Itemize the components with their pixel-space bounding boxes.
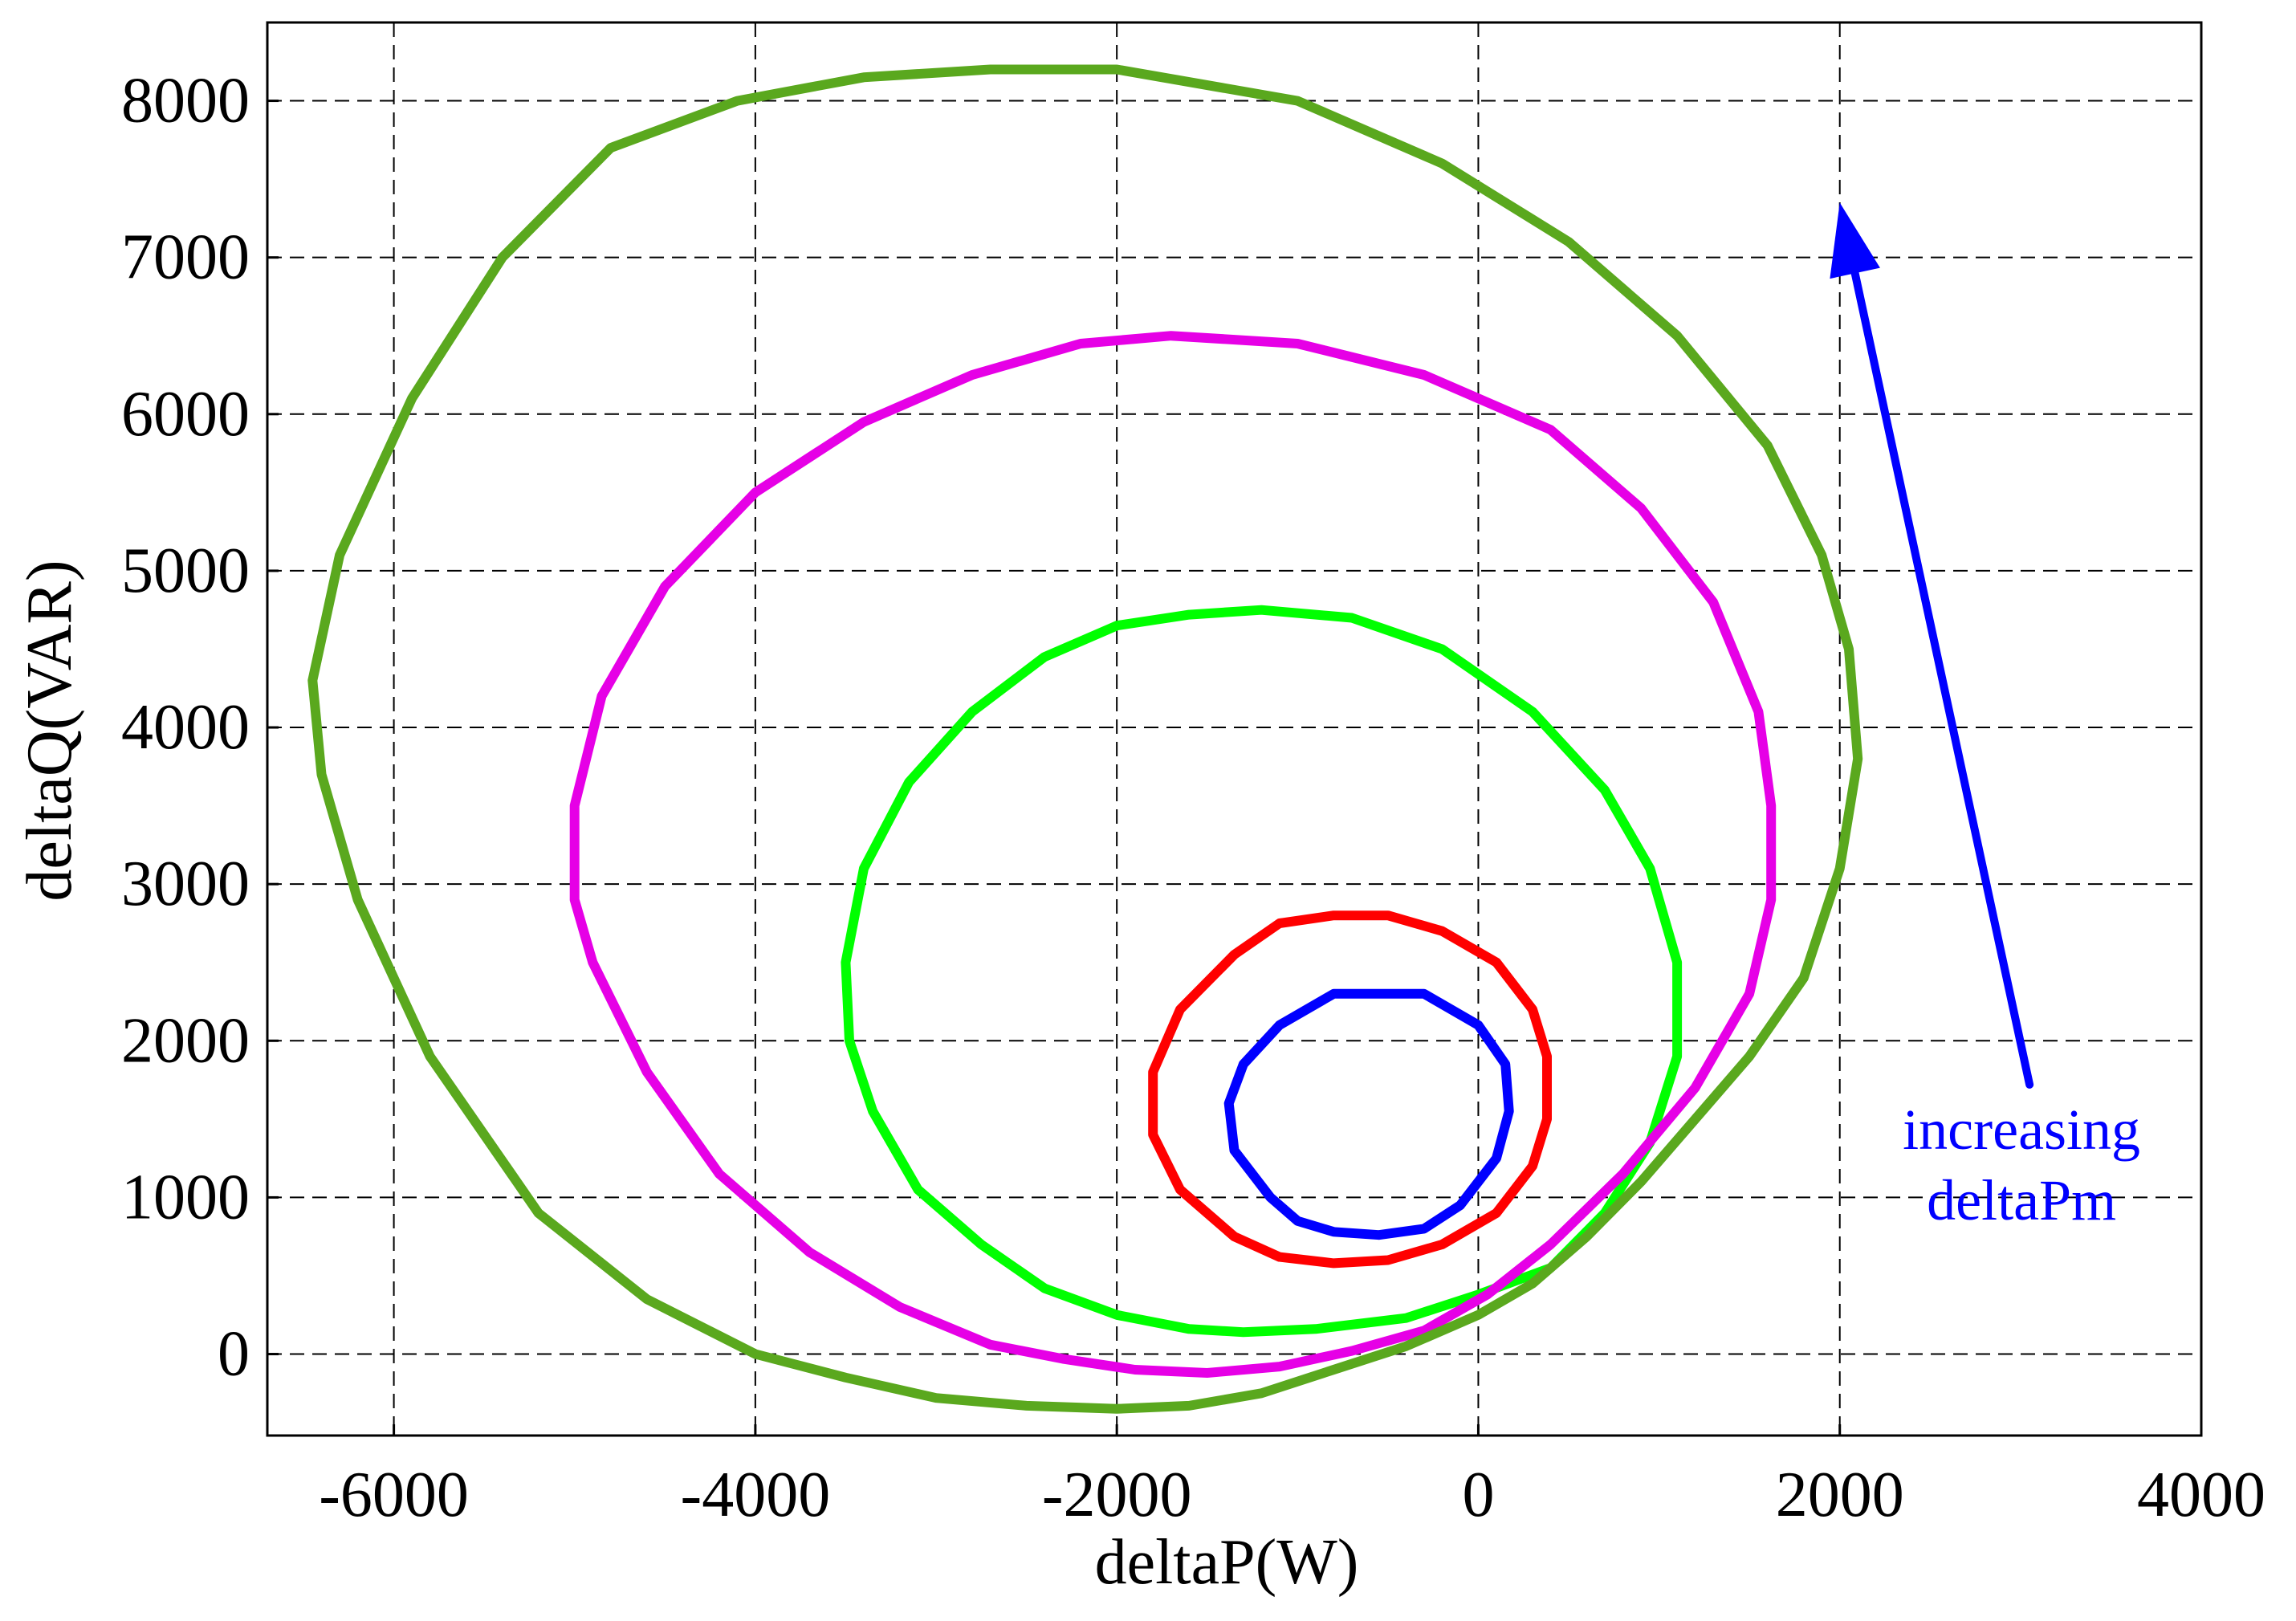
x-tick-label: -2000: [1042, 1460, 1192, 1530]
x-tick-label: -4000: [681, 1460, 831, 1530]
y-axis-ticks: 0 1000 2000 3000 4000 5000 6000 7000 8000: [121, 66, 279, 1390]
y-axis-label: deltaQ(VAR): [14, 560, 85, 901]
plot-frame: [266, 21, 2203, 1437]
y-tick-label: 4000: [121, 692, 250, 763]
y-tick-label: 3000: [121, 849, 250, 919]
x-tick-label: 4000: [2137, 1460, 2265, 1530]
x-axis-ticks: -6000 -4000 -2000 0 2000 4000: [319, 1424, 2265, 1530]
annotation-text-line-1: increasing: [1903, 1098, 2140, 1162]
annotation-text-line-2: deltaPm: [1927, 1168, 2116, 1232]
x-tick-label: -6000: [319, 1460, 469, 1530]
y-tick-label: 0: [218, 1319, 250, 1390]
arrow-shaft: [1850, 269, 2034, 1089]
annotation: increasing deltaPm: [1830, 202, 2140, 1232]
y-tick-label: 8000: [121, 66, 250, 136]
x-tick-label: 0: [1462, 1460, 1494, 1530]
y-tick-label: 5000: [121, 536, 250, 606]
series-lines: [307, 64, 1863, 1414]
arrow-head: [1830, 202, 1880, 279]
y-tick-label: 7000: [121, 222, 250, 293]
y-tick-label: 6000: [121, 379, 250, 450]
series-line-2: [1148, 910, 1552, 1269]
y-tick-label: 2000: [121, 1005, 250, 1076]
y-tick-label: 1000: [121, 1162, 250, 1232]
series-line-3: [841, 605, 1683, 1338]
series-line-4: [569, 331, 1777, 1378]
series-line-5: [307, 64, 1863, 1414]
x-axis-label: deltaP(W): [1095, 1527, 1359, 1598]
series-line-1: [1223, 988, 1514, 1240]
x-tick-label: 2000: [1776, 1460, 1904, 1530]
